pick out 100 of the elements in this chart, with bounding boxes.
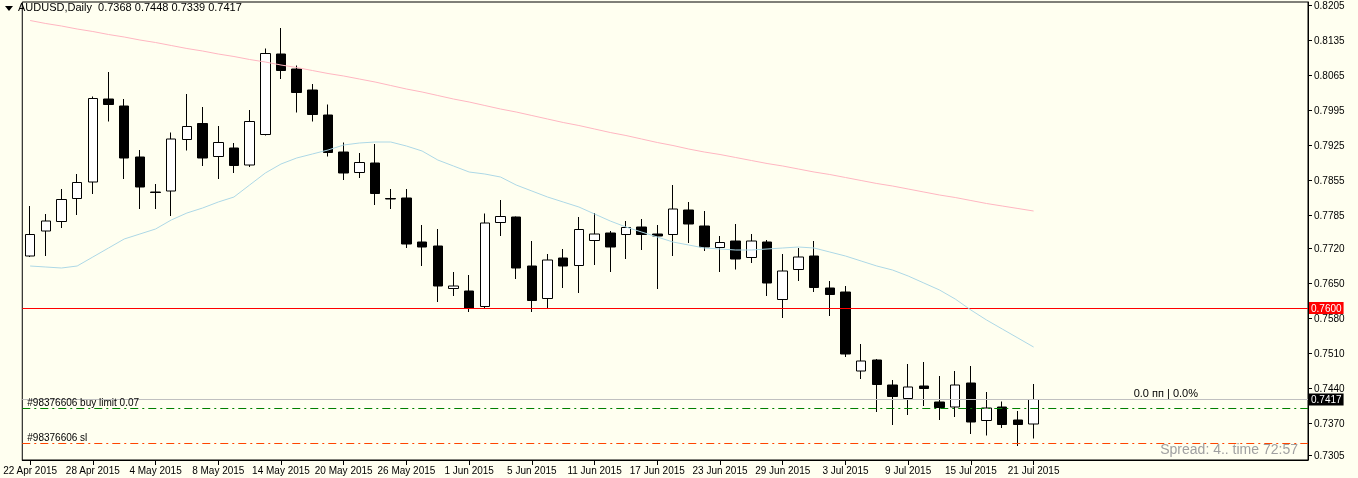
- x-tick-label: 20 May 2015: [314, 464, 374, 476]
- candlestick: [103, 71, 114, 122]
- candlestick: [966, 365, 976, 435]
- candlestick: [919, 361, 929, 407]
- candlestick: [150, 183, 161, 210]
- y-tick-label: 0.7925: [1314, 140, 1346, 151]
- candlestick: [495, 199, 506, 237]
- candlestick: [950, 370, 960, 418]
- ref-line-label: #98376606 sl: [27, 431, 88, 443]
- candlestick: [542, 253, 553, 310]
- candlestick: [652, 224, 663, 290]
- x-tick-label: 8 May 2015: [192, 464, 245, 476]
- x-tick-label: 9 Jul 2015: [885, 464, 932, 476]
- x-tick-label: 22 Apr 2015: [3, 464, 58, 476]
- candlestick: [354, 152, 365, 179]
- candlestick: [840, 285, 851, 358]
- y-tick-label: 0.7580: [1314, 312, 1346, 324]
- candlestick: [762, 239, 772, 297]
- x-tick-label: 23 Jun 2015: [692, 464, 748, 476]
- candlestick: [1028, 383, 1039, 439]
- x-tick-label: 28 Apr 2015: [65, 464, 121, 476]
- candlestick: [197, 106, 208, 167]
- y-tick-label: 0.7855: [1314, 175, 1346, 186]
- candlestick: [166, 132, 176, 217]
- y-tick-label: 0.7650: [1314, 277, 1346, 289]
- candlestick: [260, 48, 271, 136]
- candlestick: [527, 240, 537, 313]
- candlestick: [1013, 410, 1023, 447]
- x-tick-label: 26 May 2015: [377, 464, 436, 476]
- candlestick: [276, 27, 286, 80]
- candlestick: [746, 233, 757, 264]
- x-tick-label: 14 May 2015: [252, 464, 311, 476]
- candlestick: [433, 228, 443, 303]
- line-series: [29, 20, 1035, 212]
- y-tick-label: 0.7995: [1314, 105, 1346, 116]
- y-tick-label: 0.8135: [1314, 35, 1346, 46]
- candlestick: [464, 274, 474, 313]
- candlestick: [41, 213, 51, 257]
- y-tick-label: 0.8065: [1314, 70, 1346, 81]
- candlestick: [558, 248, 568, 289]
- x-tick-label: 15 Jul 2015: [945, 464, 998, 476]
- candlestick: [135, 149, 145, 210]
- candlestick: [511, 216, 521, 280]
- text: 0.0 пп | 0.0%: [1133, 386, 1199, 399]
- candlestick: [56, 188, 67, 229]
- candlestick: [291, 65, 302, 113]
- candlestick: [338, 142, 349, 181]
- line-series: [29, 141, 1035, 348]
- y-tick-label: 0.7510: [1314, 347, 1346, 359]
- y-tick-label: 0.7785: [1314, 210, 1346, 221]
- candlestick: [605, 230, 616, 273]
- x-tick-label: 21 Jul 2015: [1007, 464, 1060, 476]
- candlestick: [621, 220, 631, 260]
- y-tick-label: 0.8205: [1314, 0, 1346, 11]
- text: Spread: 4.. time 72:57: [1160, 441, 1299, 457]
- x-tick-label: 29 Jun 2015: [755, 464, 811, 476]
- x-tick-label: 17 Jun 2015: [629, 464, 686, 476]
- candlestick: [699, 210, 710, 252]
- candlestick: [213, 125, 224, 180]
- candlestick: [480, 213, 490, 310]
- ref-line-label: 0.7600: [1311, 302, 1343, 314]
- y-tick-label: 0.7440: [1314, 382, 1346, 394]
- y-tick-label: 0.7370: [1314, 417, 1346, 429]
- y-tick-label: 0.7720: [1314, 242, 1346, 254]
- candlestick: [417, 224, 427, 267]
- candlestick: [683, 201, 694, 244]
- candlestick: [72, 173, 82, 216]
- candlestick: [825, 280, 835, 317]
- x-tick-label: 11 Jun 2015: [567, 464, 623, 476]
- candlestick: [119, 98, 129, 180]
- y-tick-label: 0.7305: [1314, 450, 1346, 461]
- candlestick: [589, 212, 600, 266]
- candlestick: [244, 109, 255, 168]
- ref-line-label: 0.7417: [1311, 394, 1343, 405]
- candlestick: [934, 375, 945, 421]
- candlestick: [887, 379, 898, 426]
- candlestick: [448, 271, 459, 297]
- candlestick: [182, 93, 192, 151]
- ref-line-label: #98376606 buy limit 0.07: [27, 396, 140, 408]
- candlestick: [715, 235, 725, 273]
- candlestick: [668, 184, 678, 257]
- candlestick: [793, 247, 804, 282]
- candlestick: [385, 188, 396, 210]
- x-tick-label: 5 Jun 2015: [507, 464, 558, 476]
- x-tick-label: 1 Jun 2015: [444, 464, 495, 476]
- candlestick: [88, 96, 98, 195]
- candlestick: [370, 143, 380, 206]
- candlestick: [777, 253, 788, 319]
- x-tick-label: 4 May 2015: [129, 464, 183, 476]
- candlestick: [307, 83, 318, 122]
- candlestick: [574, 216, 584, 294]
- candlestick: [872, 358, 882, 413]
- candlestick: [997, 401, 1007, 429]
- candlestick: [229, 142, 239, 174]
- x-tick-label: 3 Jul 2015: [822, 464, 869, 476]
- candlestick: [809, 240, 819, 293]
- candlestick: [25, 205, 35, 258]
- candlestick: [856, 343, 866, 380]
- candlestick: [401, 188, 412, 249]
- candlestick: [730, 223, 741, 270]
